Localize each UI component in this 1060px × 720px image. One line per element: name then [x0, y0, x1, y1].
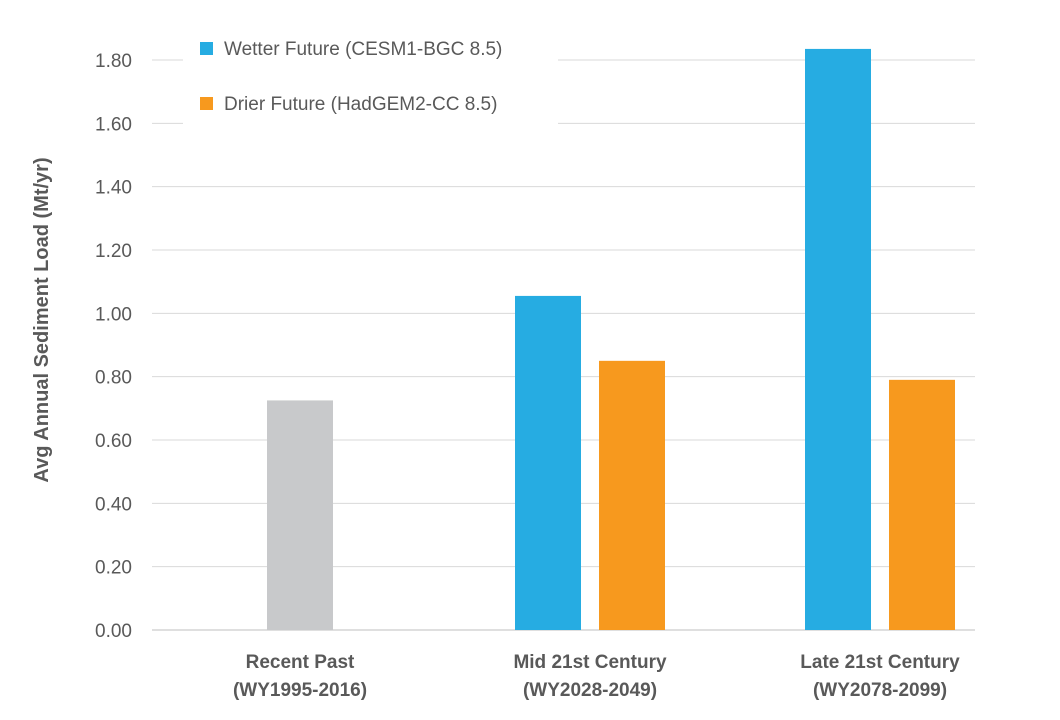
bar-1 [515, 295, 581, 630]
y-tick-label: 0.20 [95, 558, 132, 579]
legend-label: Drier Future (HadGEM2-CC 8.5) [224, 94, 497, 115]
legend-background [183, 25, 558, 125]
bar-4 [889, 379, 955, 630]
legend: Wetter Future (CESM1-BGC 8.5) Drier Futur… [183, 25, 558, 125]
y-tick-labels: 0.00 0.20 0.40 0.60 0.80 1.00 1.20 1.40 1.60 1.80 [95, 51, 132, 642]
bar-2 [599, 360, 665, 630]
x-category-label-line1: Late 21st Century [800, 652, 960, 673]
x-category-label-line2: (WY1995-2016) [233, 680, 367, 701]
y-axis-label: Avg Annual Sediment Load (Mt/yr) [31, 157, 53, 482]
y-tick-label: 1.00 [95, 304, 132, 325]
x-category-label-line2: (WY2028-2049) [523, 680, 657, 701]
bar-3 [805, 48, 871, 630]
legend-label: Wetter Future (CESM1-BGC 8.5) [224, 39, 502, 60]
legend-swatch [200, 97, 213, 110]
x-category-label-line1: Recent Past [246, 652, 355, 673]
y-tick-label: 0.80 [95, 368, 132, 389]
x-category-label-line1: Mid 21st Century [513, 652, 667, 673]
y-tick-label: 1.40 [95, 178, 132, 199]
bars [267, 48, 955, 630]
y-tick-label: 1.80 [95, 51, 132, 72]
legend-swatch [200, 42, 213, 55]
y-tick-label: 1.20 [95, 241, 132, 262]
y-tick-label: 0.00 [95, 621, 132, 642]
y-tick-label: 0.60 [95, 431, 132, 452]
x-category-label-line2: (WY2078-2099) [813, 680, 947, 701]
x-category-labels: Recent Past (WY1995-2016) Mid 21st Century… [233, 652, 960, 701]
bar-0 [267, 400, 333, 630]
y-tick-label: 0.40 [95, 494, 132, 515]
y-tick-label: 1.60 [95, 114, 132, 135]
